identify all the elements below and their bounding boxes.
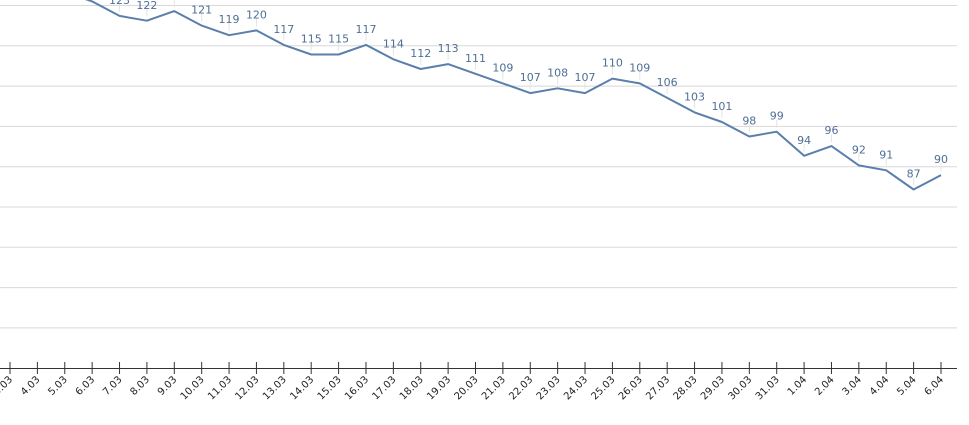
x-tick-label: 2.04 [813,374,837,398]
x-tick-label: 6.03 [74,374,98,398]
value-label: 119 [219,13,240,26]
value-label: 111 [465,52,486,65]
x-tick-label: 1.04 [786,374,810,398]
value-label: 124 [164,0,185,2]
x-tick-label: 7.03 [101,374,125,398]
x-tick-label: 23.03 [535,374,563,402]
x-tick-label: 4.04 [868,374,892,398]
x-axis: 3.03 4.03 5.03 6.03 7.03 8.03 9.03 10.03 11.03 12… [0,362,957,402]
x-tick-label: 19.03 [425,374,453,402]
x-tick-label: 3.04 [840,374,864,398]
value-label: 92 [852,143,866,156]
x-tick-label: 17.03 [370,374,398,402]
value-label: 115 [328,33,349,46]
value-label: 109 [629,61,650,74]
x-tick-label: 5.03 [46,374,70,398]
value-label: 122 [136,0,157,12]
x-tick-label: 3.03 [0,374,15,398]
x-tick-label: 26.03 [617,374,645,402]
plot-area: 1321301281261231221241211191201171151151… [85,0,948,191]
x-tick-label: 8.03 [129,374,153,398]
value-label: 98 [742,114,756,127]
value-label: 112 [410,47,431,60]
x-tick-label: 4.03 [19,374,43,398]
value-label: 114 [383,37,404,50]
x-tick-label: 11.03 [206,374,234,402]
value-label: 115 [301,33,322,46]
value-label: 107 [575,71,596,84]
value-label: 123 [109,0,130,7]
x-tick-label: 29.03 [699,374,727,402]
x-tick-label: 21.03 [480,374,508,402]
value-label: 91 [879,148,893,161]
x-tick-label: 28.03 [672,374,700,402]
x-tick-label: 12.03 [234,374,262,402]
value-label: 121 [191,4,212,17]
x-tick-label: 27.03 [644,374,672,402]
x-tick-label: 30.03 [726,374,754,402]
series-line [85,0,942,191]
value-label: 117 [355,23,376,36]
x-tick-label: 31.03 [754,374,782,402]
value-label: 120 [246,8,267,21]
value-label: 94 [797,134,811,147]
x-tick-label: 9.03 [156,374,180,398]
x-tick-label: 24.03 [562,374,590,402]
value-label: 87 [907,168,921,181]
x-tick-label: 15.03 [316,374,344,402]
value-label: 103 [684,90,705,103]
value-label: 113 [438,42,459,55]
x-tick-label: 10.03 [179,374,207,402]
x-tick-label: 25.03 [590,374,618,402]
value-label: 109 [492,61,513,74]
value-label: 106 [657,76,678,89]
grid [0,5,957,329]
value-label: 99 [770,110,784,123]
x-tick-label: 13.03 [261,374,289,402]
x-tick-label: 16.03 [343,374,371,402]
value-label: 90 [934,153,948,166]
x-tick-label: 18.03 [398,374,426,402]
x-tick-label: 22.03 [507,374,535,402]
value-label: 107 [520,71,541,84]
x-tick-label: 20.03 [453,374,481,402]
value-label: 110 [602,57,623,70]
value-label: 96 [824,124,838,137]
x-tick-label: 5.04 [895,374,919,398]
x-tick-label: 6.04 [923,374,947,398]
x-tick-label: 14.03 [288,374,316,402]
value-label: 117 [273,23,294,36]
value-label: 101 [711,100,732,113]
value-label: 108 [547,66,568,79]
